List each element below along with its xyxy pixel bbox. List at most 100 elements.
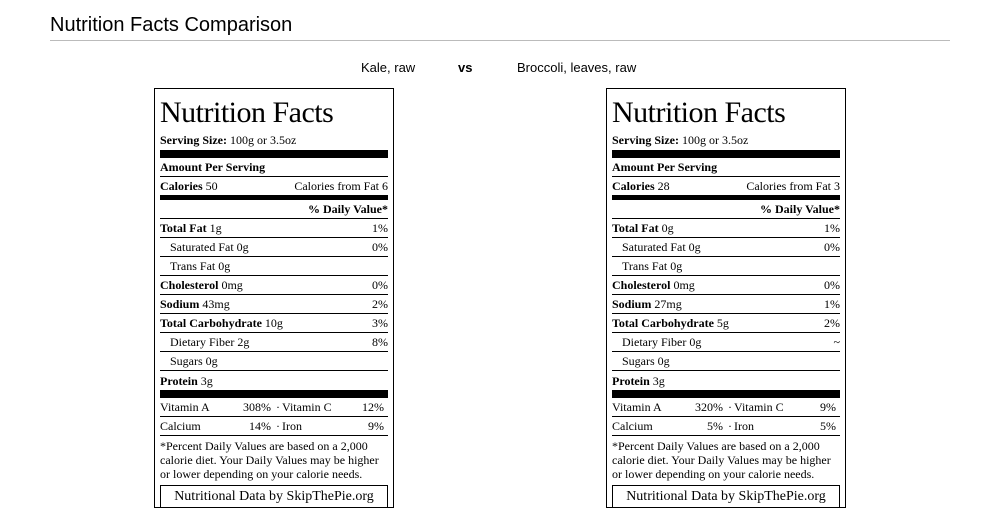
sodium-dv: 1% — [824, 297, 840, 311]
carbohydrate-label: Total Carbohydrate — [160, 316, 262, 330]
saturated-fat: Saturated Fat 0g — [170, 240, 249, 254]
thick-divider — [612, 150, 840, 158]
sodium-dv: 2% — [372, 297, 388, 311]
total-fat-row: Total Fat 0g 1% — [612, 219, 840, 238]
trans-fat: Trans Fat 0g — [622, 259, 683, 273]
dietary-fiber-dv: 8% — [372, 335, 388, 349]
sodium-row: Sodium 27mg 1% — [612, 295, 840, 314]
cholesterol-row: Cholesterol 0mg 0% — [612, 276, 840, 295]
trans-fat: Trans Fat 0g — [170, 259, 231, 273]
carbohydrate-dv: 2% — [824, 316, 840, 330]
amount-per-serving-row: Amount Per Serving — [160, 158, 388, 177]
vitamin-row: Vitamin A 320% · Vitamin C 9% — [612, 398, 840, 417]
protein-value: 3g — [652, 373, 665, 388]
serving-size-label: Serving Size: — [612, 133, 679, 147]
vitamin-row: Vitamin A 308% · Vitamin C 12% — [160, 398, 388, 417]
serving-size-label: Serving Size: — [160, 133, 227, 147]
nutrition-label-right: Nutrition Facts Serving Size: 100g or 3.… — [606, 88, 846, 508]
sodium-value: 27mg — [654, 297, 682, 311]
calories-from-fat: Calories from Fat 3 — [746, 179, 840, 193]
sodium-row: Sodium 43mg 2% — [160, 295, 388, 314]
total-fat-row: Total Fat 1g 1% — [160, 219, 388, 238]
saturated-fat-row: Saturated Fat 0g 0% — [160, 238, 388, 257]
separator-dot: · — [728, 419, 732, 433]
saturated-fat: Saturated Fat 0g — [622, 240, 701, 254]
vs-label: vs — [458, 60, 473, 75]
sugars-row: Sugars 0g — [612, 352, 840, 371]
label-heading: Nutrition Facts — [160, 96, 334, 129]
vitamin-c-dv: 12% — [362, 400, 384, 414]
total-fat-label: Total Fat — [612, 221, 659, 235]
fiber-row: Dietary Fiber 2g 8% — [160, 333, 388, 352]
saturated-fat-dv: 0% — [372, 240, 388, 254]
iron-label: Iron — [282, 419, 302, 433]
carbohydrate-value: 10g — [264, 316, 283, 330]
trans-fat-row: Trans Fat 0g — [160, 257, 388, 276]
carbohydrate-row: Total Carbohydrate 5g 2% — [612, 314, 840, 333]
carbohydrate-row: Total Carbohydrate 10g 3% — [160, 314, 388, 333]
calories-from-fat: Calories from Fat 6 — [294, 179, 388, 193]
medium-divider — [160, 196, 388, 200]
sodium-label: Sodium — [612, 297, 652, 311]
calcium-dv: 5% — [707, 419, 723, 433]
calcium-dv: 14% — [249, 419, 271, 433]
vitamin-c-label: Vitamin C — [282, 400, 332, 414]
vitamin-a-label: Vitamin A — [160, 400, 210, 414]
daily-value-header-row: % Daily Value* — [160, 200, 388, 219]
daily-value-header: % Daily Value* — [307, 202, 388, 216]
cholesterol-dv: 0% — [372, 278, 388, 292]
cholesterol-value: 0mg — [221, 278, 243, 292]
sodium-label: Sodium — [160, 297, 200, 311]
calories-value: 28 — [657, 179, 670, 193]
cholesterol-dv: 0% — [824, 278, 840, 292]
dietary-fiber-dv: ~ — [833, 335, 841, 349]
mineral-row: Calcium 5% · Iron 5% — [612, 417, 840, 436]
carbohydrate-value: 5g — [716, 316, 729, 330]
cholesterol-label: Cholesterol — [612, 278, 671, 292]
serving-size: Serving Size: 100g or 3.5oz — [612, 133, 840, 147]
thick-divider — [612, 390, 840, 398]
label-heading: Nutrition Facts — [612, 96, 786, 129]
vitamin-c-label: Vitamin C — [734, 400, 784, 414]
sugars: Sugars 0g — [622, 354, 670, 368]
total-fat-value: 1g — [209, 221, 222, 235]
serving-size-value: 100g or 3.5oz — [230, 133, 297, 147]
saturated-fat-row: Saturated Fat 0g 0% — [612, 238, 840, 257]
dietary-fiber: Dietary Fiber 0g — [622, 335, 702, 349]
nutrition-label-left: Nutrition Facts Serving Size: 100g or 3.… — [154, 88, 394, 508]
credit-link[interactable]: Nutritional Data by SkipThePie.org — [160, 485, 388, 508]
cholesterol-row: Cholesterol 0mg 0% — [160, 276, 388, 295]
mineral-row: Calcium 14% · Iron 9% — [160, 417, 388, 436]
total-fat-label: Total Fat — [160, 221, 207, 235]
cholesterol-label: Cholesterol — [160, 278, 219, 292]
daily-value-footnote: *Percent Daily Values are based on a 2,0… — [612, 439, 831, 481]
serving-size: Serving Size: 100g or 3.5oz — [160, 133, 388, 147]
vitamin-c-dv: 9% — [820, 400, 836, 414]
amount-per-serving: Amount Per Serving — [612, 160, 718, 174]
amount-per-serving-row: Amount Per Serving — [612, 158, 840, 177]
vitamin-a-dv: 308% — [243, 400, 271, 414]
carbohydrate-label: Total Carbohydrate — [612, 316, 714, 330]
credit-link[interactable]: Nutritional Data by SkipThePie.org — [612, 485, 840, 508]
protein-row: Protein 3g — [160, 371, 388, 390]
iron-dv: 5% — [820, 419, 836, 433]
daily-value-footnote: *Percent Daily Values are based on a 2,0… — [160, 439, 379, 481]
cholesterol-value: 0mg — [673, 278, 695, 292]
trans-fat-row: Trans Fat 0g — [612, 257, 840, 276]
medium-divider — [612, 196, 840, 200]
calories-row: Calories 50 Calories from Fat 6 — [160, 177, 388, 196]
vitamin-a-label: Vitamin A — [612, 400, 662, 414]
calories-value: 50 — [205, 179, 218, 193]
calories-row: Calories 28 Calories from Fat 3 — [612, 177, 840, 196]
title-divider — [50, 40, 950, 41]
food-name-left: Kale, raw — [361, 60, 416, 75]
daily-value-header-row: % Daily Value* — [612, 200, 840, 219]
total-fat-value: 0g — [661, 221, 674, 235]
iron-dv: 9% — [368, 419, 384, 433]
total-fat-dv: 1% — [372, 221, 388, 235]
amount-per-serving: Amount Per Serving — [160, 160, 266, 174]
page-title: Nutrition Facts Comparison — [50, 14, 293, 36]
serving-size-value: 100g or 3.5oz — [682, 133, 749, 147]
thick-divider — [160, 390, 388, 398]
total-fat-dv: 1% — [824, 221, 840, 235]
